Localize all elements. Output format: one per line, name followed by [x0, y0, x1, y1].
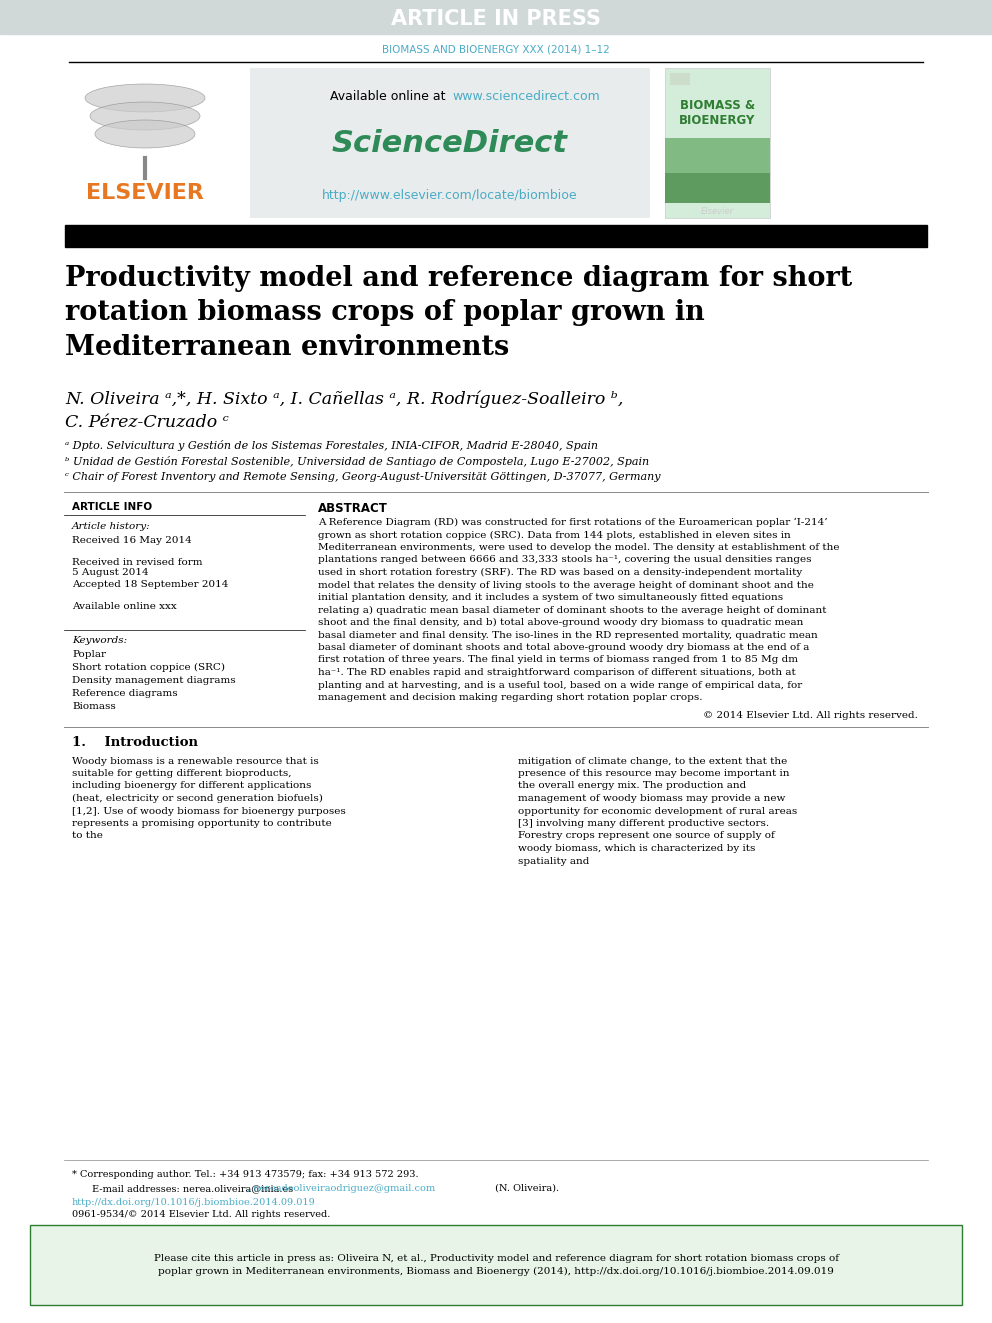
- Text: , nereadeoliveiraodriguez@gmail.com: , nereadeoliveiraodriguez@gmail.com: [247, 1184, 435, 1193]
- Bar: [250, 67, 650, 218]
- Bar: [65, 225, 927, 247]
- Text: 0961-9534/© 2014 Elsevier Ltd. All rights reserved.: 0961-9534/© 2014 Elsevier Ltd. All right…: [72, 1211, 330, 1218]
- Text: E-mail addresses: nerea.oliveira@inia.es: E-mail addresses: nerea.oliveira@inia.es: [92, 1184, 294, 1193]
- Ellipse shape: [85, 83, 205, 112]
- Bar: [670, 73, 690, 85]
- Text: plantations ranged between 6666 and 33,333 stools ha⁻¹, covering the usual densi: plantations ranged between 6666 and 33,3…: [318, 556, 811, 565]
- Text: basal diameter and final density. The iso-lines in the RD represented mortality,: basal diameter and final density. The is…: [318, 631, 817, 639]
- Text: grown as short rotation coppice (SRC). Data from 144 plots, established in eleve: grown as short rotation coppice (SRC). D…: [318, 531, 791, 540]
- Text: http://dx.doi.org/10.1016/j.biombioe.2014.09.019: http://dx.doi.org/10.1016/j.biombioe.201…: [72, 1199, 315, 1207]
- Text: basal diameter of dominant shoots and total above-ground woody dry biomass at th: basal diameter of dominant shoots and to…: [318, 643, 809, 652]
- Text: ha⁻¹. The RD enables rapid and straightforward comparison of different situation: ha⁻¹. The RD enables rapid and straightf…: [318, 668, 796, 677]
- Text: ELSEVIER: ELSEVIER: [86, 183, 204, 202]
- Text: (heat, electricity or second generation biofuels): (heat, electricity or second generation …: [72, 794, 322, 803]
- Text: A Reference Diagram (RD) was constructed for first rotations of the Euroamerican: A Reference Diagram (RD) was constructed…: [318, 519, 827, 528]
- Text: Poplar: Poplar: [72, 650, 106, 659]
- Text: ᵃ Dpto. Selvicultura y Gestión de los Sistemas Forestales, INIA-CIFOR, Madrid E-: ᵃ Dpto. Selvicultura y Gestión de los Si…: [65, 441, 598, 451]
- Text: [1,2]. Use of woody biomass for bioenergy purposes: [1,2]. Use of woody biomass for bioenerg…: [72, 807, 346, 815]
- Text: ABSTRACT: ABSTRACT: [318, 501, 388, 515]
- Text: Received 16 May 2014: Received 16 May 2014: [72, 536, 191, 545]
- Text: used in short rotation forestry (SRF). The RD was based on a density-independent: used in short rotation forestry (SRF). T…: [318, 568, 803, 577]
- Text: Forestry crops represent one source of supply of: Forestry crops represent one source of s…: [518, 831, 775, 840]
- Text: management of woody biomass may provide a new: management of woody biomass may provide …: [518, 794, 786, 803]
- Bar: [0, 0, 992, 34]
- Text: Accepted 18 September 2014: Accepted 18 September 2014: [72, 579, 228, 589]
- Ellipse shape: [90, 102, 200, 130]
- Bar: [665, 173, 770, 202]
- Text: Please cite this article in press as: Oliveira N, et al., Productivity model and: Please cite this article in press as: Ol…: [154, 1254, 838, 1277]
- Text: mitigation of climate change, to the extent that the: mitigation of climate change, to the ext…: [518, 757, 788, 766]
- Text: to the: to the: [72, 831, 103, 840]
- Text: Available online at: Available online at: [330, 90, 450, 102]
- Text: (N. Oliveira).: (N. Oliveira).: [492, 1184, 559, 1193]
- Text: [3] involving many different productive sectors.: [3] involving many different productive …: [518, 819, 769, 828]
- Text: * Corresponding author. Tel.: +34 913 473579; fax: +34 913 572 293.: * Corresponding author. Tel.: +34 913 47…: [72, 1170, 419, 1179]
- Text: ᵇ Unidad de Gestión Forestal Sostenible, Universidad de Santiago de Compostela, : ᵇ Unidad de Gestión Forestal Sostenible,…: [65, 456, 649, 467]
- Text: Available online xxx: Available online xxx: [72, 602, 177, 611]
- Ellipse shape: [95, 120, 195, 148]
- Text: the overall energy mix. The production and: the overall energy mix. The production a…: [518, 782, 746, 791]
- Text: Productivity model and reference diagram for short
rotation biomass crops of pop: Productivity model and reference diagram…: [65, 265, 852, 361]
- Text: Reference diagrams: Reference diagrams: [72, 689, 178, 699]
- Text: http://www.elsevier.com/locate/biombioe: http://www.elsevier.com/locate/biombioe: [322, 189, 577, 202]
- Text: Elsevier: Elsevier: [701, 206, 734, 216]
- Text: presence of this resource may become important in: presence of this resource may become imp…: [518, 769, 790, 778]
- Text: Mediterranean environments, were used to develop the model. The density at estab: Mediterranean environments, were used to…: [318, 542, 839, 552]
- Text: Short rotation coppice (SRC): Short rotation coppice (SRC): [72, 663, 225, 672]
- Text: BIOMASS &
BIOENERGY: BIOMASS & BIOENERGY: [680, 99, 756, 127]
- Text: shoot and the final density, and b) total above-ground woody dry biomass to quad: shoot and the final density, and b) tota…: [318, 618, 804, 627]
- Text: ARTICLE IN PRESS: ARTICLE IN PRESS: [391, 9, 601, 29]
- Text: Article history:: Article history:: [72, 523, 151, 531]
- Text: opportunity for economic development of rural areas: opportunity for economic development of …: [518, 807, 798, 815]
- Bar: [665, 67, 770, 218]
- Bar: [65, 67, 225, 183]
- Text: ARTICLE INFO: ARTICLE INFO: [72, 501, 152, 512]
- Text: suitable for getting different bioproducts,: suitable for getting different bioproduc…: [72, 769, 292, 778]
- Bar: [665, 138, 770, 202]
- Text: Woody biomass is a renewable resource that is: Woody biomass is a renewable resource th…: [72, 757, 318, 766]
- Text: BIOMASS AND BIOENERGY XXX (2014) 1–12: BIOMASS AND BIOENERGY XXX (2014) 1–12: [382, 45, 610, 56]
- Text: Keywords:: Keywords:: [72, 636, 127, 646]
- Text: Density management diagrams: Density management diagrams: [72, 676, 236, 685]
- Text: ScienceDirect: ScienceDirect: [332, 128, 568, 157]
- Text: spatiality and: spatiality and: [518, 856, 589, 865]
- Text: www.sciencedirect.com: www.sciencedirect.com: [452, 90, 600, 102]
- Text: woody biomass, which is characterized by its: woody biomass, which is characterized by…: [518, 844, 755, 853]
- Text: planting and at harvesting, and is a useful tool, based on a wide range of empir: planting and at harvesting, and is a use…: [318, 680, 803, 689]
- Text: relating a) quadratic mean basal diameter of dominant shoots to the average heig: relating a) quadratic mean basal diamete…: [318, 606, 826, 615]
- Bar: [30, 1225, 962, 1304]
- Text: model that relates the density of living stools to the average height of dominan: model that relates the density of living…: [318, 581, 813, 590]
- Text: represents a promising opportunity to contribute: represents a promising opportunity to co…: [72, 819, 331, 828]
- Text: Received in revised form
5 August 2014: Received in revised form 5 August 2014: [72, 558, 202, 577]
- Text: 1.    Introduction: 1. Introduction: [72, 737, 198, 750]
- Text: ᶜ Chair of Forest Inventory and Remote Sensing, Georg-August-Universität Götting: ᶜ Chair of Forest Inventory and Remote S…: [65, 472, 661, 482]
- Text: initial plantation density, and it includes a system of two simultaneously fitte: initial plantation density, and it inclu…: [318, 593, 783, 602]
- Text: N. Oliveira ᵃ,*, H. Sixto ᵃ, I. Cañellas ᵃ, R. Rodríguez-Soalleiro ᵇ,
C. Pérez-C: N. Oliveira ᵃ,*, H. Sixto ᵃ, I. Cañellas…: [65, 390, 623, 431]
- Text: including bioenergy for different applications: including bioenergy for different applic…: [72, 782, 311, 791]
- Text: management and decision making regarding short rotation poplar crops.: management and decision making regarding…: [318, 693, 702, 703]
- Text: first rotation of three years. The final yield in terms of biomass ranged from 1: first rotation of three years. The final…: [318, 655, 798, 664]
- Text: Biomass: Biomass: [72, 703, 116, 710]
- Text: © 2014 Elsevier Ltd. All rights reserved.: © 2014 Elsevier Ltd. All rights reserved…: [703, 710, 918, 720]
